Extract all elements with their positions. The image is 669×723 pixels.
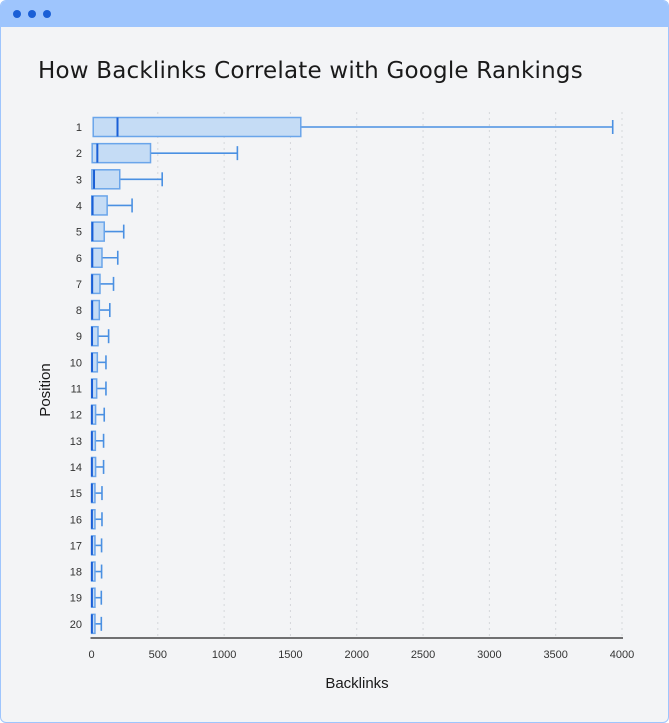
x-tick-label: 3500 xyxy=(543,649,567,661)
y-tick-label: 5 xyxy=(76,227,82,239)
y-tick-label: 8 xyxy=(76,305,82,317)
x-tick-label: 1000 xyxy=(212,649,236,661)
box xyxy=(92,116,302,138)
y-tick-label: 16 xyxy=(70,514,82,526)
y-tick-label: 19 xyxy=(70,593,82,605)
x-tick-label: 4000 xyxy=(610,649,634,661)
y-tick-label: 9 xyxy=(76,331,82,343)
x-tick-label: 1500 xyxy=(278,649,302,661)
box xyxy=(91,169,121,190)
x-axis-label: Backlinks xyxy=(325,675,388,692)
y-tick-label: 14 xyxy=(70,462,82,474)
y-tick-label: 11 xyxy=(71,384,82,396)
x-tick-label: 3000 xyxy=(477,649,501,661)
x-tick-label: 0 xyxy=(88,649,94,661)
y-tick-label: 1 xyxy=(76,122,82,134)
window-dot-icon xyxy=(13,10,21,18)
y-tick-label: 17 xyxy=(70,540,82,552)
y-tick-label: 18 xyxy=(70,567,82,579)
x-tick-label: 500 xyxy=(149,649,167,661)
chart-title: How Backlinks Correlate with Google Rank… xyxy=(38,58,583,84)
y-tick-label: 10 xyxy=(70,357,82,369)
y-tick-label: 15 xyxy=(70,488,82,500)
box xyxy=(91,221,105,242)
window-dot-icon xyxy=(28,10,36,18)
box xyxy=(91,142,152,164)
window-header xyxy=(1,1,668,27)
y-tick-label: 2 xyxy=(76,148,82,160)
y-tick-label: 12 xyxy=(70,410,82,422)
y-tick-label: 3 xyxy=(76,174,82,186)
box xyxy=(91,195,108,216)
x-tick-label: 2000 xyxy=(345,649,369,661)
y-tick-label: 13 xyxy=(70,436,82,448)
y-tick-label: 7 xyxy=(76,279,82,291)
window-dot-icon xyxy=(43,10,51,18)
y-tick-label: 20 xyxy=(70,619,82,631)
y-axis-label: Position xyxy=(37,363,54,416)
x-tick-label: 2500 xyxy=(411,649,435,661)
y-tick-label: 4 xyxy=(76,200,82,212)
y-tick-label: 6 xyxy=(76,253,82,265)
